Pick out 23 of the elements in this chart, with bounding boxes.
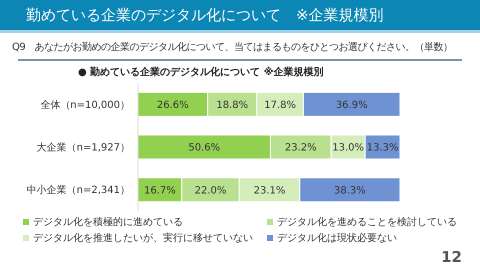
legend-label: デジタル化を推進したいが、実行に移せていない bbox=[32, 232, 253, 245]
data-label: 18.8% bbox=[216, 100, 248, 111]
legend-label: デジタル化は現状必要ない bbox=[276, 232, 398, 245]
data-label: 13.0% bbox=[332, 142, 364, 154]
y-tick-label: 大企業（n=1,927） bbox=[36, 142, 130, 154]
data-label: 22.0% bbox=[194, 185, 226, 196]
data-label: 17.8% bbox=[264, 100, 296, 111]
data-label: 23.2% bbox=[284, 142, 317, 154]
text: ● 勤めている企業のデジタル化について ※企業規模別 bbox=[77, 66, 324, 79]
legend-label: デジタル化を進めることを検討している bbox=[276, 216, 457, 229]
data-label: 38.3% bbox=[334, 185, 366, 196]
chart-title: 勤めている企業のデジタル化について ※企業規模別 bbox=[0, 0, 480, 33]
data-label: 13.3% bbox=[366, 142, 398, 154]
y-tick-label: 全体（n=10,000） bbox=[40, 98, 130, 111]
data-label: 36.9% bbox=[336, 100, 368, 111]
data-label: 26.6% bbox=[156, 100, 189, 111]
y-tick-label: 中小企業（n=2,341） bbox=[26, 184, 130, 196]
chart-subtitle: Q9 あなたがお勤めの企業のデジタル化について、当てはまるものをひとつお選びください。（単数） bbox=[11, 40, 454, 54]
data-label: 50.6% bbox=[188, 142, 220, 154]
data-label: 16.7% bbox=[144, 185, 176, 196]
text: 12 bbox=[441, 248, 462, 266]
legend-label: デジタル化を積極的に進めている bbox=[32, 216, 184, 229]
data-label: 23.1% bbox=[254, 185, 286, 196]
